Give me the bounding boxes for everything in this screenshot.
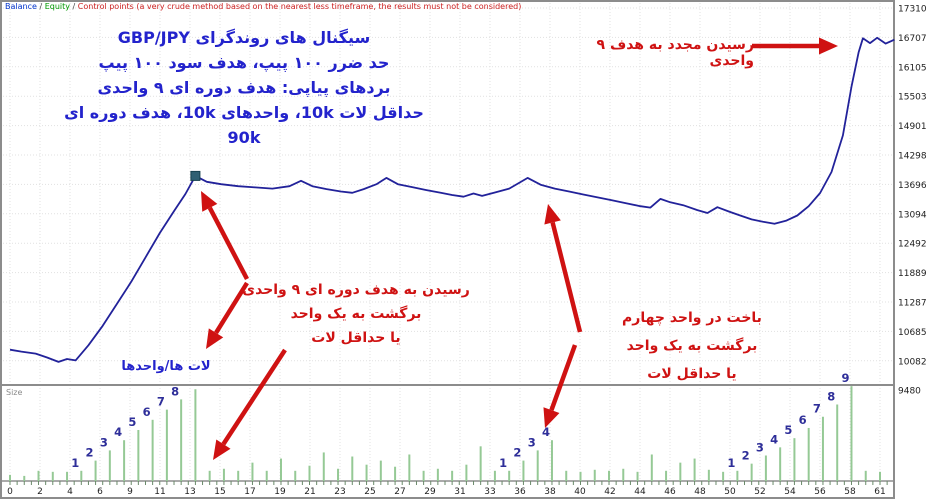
y-axis-tick-label: 11889	[898, 269, 927, 279]
equity-legend-label: Equity	[44, 2, 70, 11]
x-axis-tick-label: 38	[544, 487, 556, 497]
x-axis-tick-label: 11	[154, 487, 165, 497]
note-line: رسیدن به هدف دوره ای ۹ واحدی	[242, 282, 470, 298]
y-axis-tick-label: 9480	[898, 387, 921, 397]
x-axis-tick-label: 0	[7, 487, 13, 497]
y-axis-tick-label: 10685	[898, 328, 927, 338]
x-axis-tick-label: 27	[394, 487, 405, 497]
x-axis-tick-label: 4	[67, 487, 73, 497]
x-axis-tick-label: 58	[844, 487, 856, 497]
x-axis-tick-label: 25	[364, 487, 375, 497]
x-axis-tick-label: 36	[514, 487, 526, 497]
y-axis-tick-label: 10082	[898, 357, 927, 367]
signal-note-line: حد ضرر ۱۰۰ پیپ، هدف سود ۱۰۰ پیپ	[98, 53, 390, 72]
note-line: باخت در واحد چهارم	[622, 310, 762, 326]
y-axis-tick-label: 15503	[898, 93, 927, 103]
x-axis-tick-label: 31	[454, 487, 465, 497]
y-axis-tick-label: 14901	[898, 122, 927, 132]
note-line: یا حداقل لات	[311, 330, 401, 346]
size-panel-title: Size	[6, 388, 23, 397]
x-axis-tick-label: 9	[127, 487, 133, 497]
y-axis-tick-label: 11287	[898, 299, 927, 309]
y-axis-tick-label: 14298	[898, 152, 927, 162]
note-line: یا حداقل لات	[647, 366, 737, 382]
x-axis-tick-label: 29	[424, 487, 436, 497]
x-axis-tick-label: 19	[274, 487, 286, 497]
y-axis-tick-label: 13094	[898, 210, 927, 220]
legend-separator: /	[36, 2, 45, 11]
signal-note-line: بردهای پیاپی: هدف دوره ای ۹ واحدی	[97, 78, 391, 97]
x-axis-tick-label: 23	[334, 487, 345, 497]
legend-separator: /	[69, 2, 78, 11]
reached-target-again-note: رسیدن مجدد به هدف ۹ واحدی	[596, 37, 754, 69]
y-axis-tick-label: 16105	[898, 63, 927, 73]
y-axis-tick-label: 17310	[898, 5, 927, 15]
x-axis-tick-label: 61	[874, 487, 885, 497]
x-axis-tick-label: 17	[244, 487, 255, 497]
signal-note-line: سیگنال های روندگرای GBP/JPY	[117, 28, 371, 47]
lots-units-label: لات ها/واحدها	[121, 359, 211, 374]
y-axis-tick-label: 13696	[898, 181, 927, 191]
size-panel	[0, 384, 895, 499]
x-axis-tick-label: 13	[184, 487, 195, 497]
note-line: برگشت به یک واحد	[626, 338, 758, 354]
y-axis-tick-label: 12492	[898, 240, 927, 250]
signal-note-line: حداقل لات 10k، واحدهای 10k، هدف دوره ای …	[64, 103, 424, 147]
x-axis-tick-label: 54	[784, 487, 796, 497]
x-axis-tick-label: 33	[484, 487, 495, 497]
x-axis-tick-label: 15	[214, 487, 225, 497]
x-axis-tick-label: 50	[724, 487, 736, 497]
x-axis-tick-label: 42	[604, 487, 615, 497]
note-line: برگشت به یک واحد	[290, 306, 422, 322]
x-axis-tick-label: 52	[754, 487, 765, 497]
control-points-legend-label: Control points (a very crude method base…	[77, 2, 522, 11]
x-axis-tick-label: 56	[814, 487, 826, 497]
reached-nine-unit-target-note: رسیدن به هدف دوره ای ۹ واحدی برگشت به یک…	[240, 278, 472, 350]
signal-description-note: سیگنال های روندگرای GBP/JPY حد ضرر ۱۰۰ پ…	[58, 25, 430, 150]
loss-at-fourth-unit-note: باخت در واحد چهارم برگشت به یک واحد یا ح…	[602, 304, 782, 388]
x-axis-tick-label: 40	[574, 487, 586, 497]
y-axis-tick-label: 16707	[898, 34, 927, 44]
x-axis-tick-label: 21	[304, 487, 315, 497]
x-axis-tick-label: 44	[634, 487, 646, 497]
x-axis-tick-label: 48	[694, 487, 706, 497]
x-axis-tick-label: 46	[664, 487, 676, 497]
x-axis-tick-label: 6	[97, 487, 103, 497]
x-axis-tick-label: 2	[37, 487, 43, 497]
graph-legend-header: Balance / Equity / Control points (a ver…	[5, 2, 521, 11]
balance-legend-label: Balance	[5, 2, 37, 11]
